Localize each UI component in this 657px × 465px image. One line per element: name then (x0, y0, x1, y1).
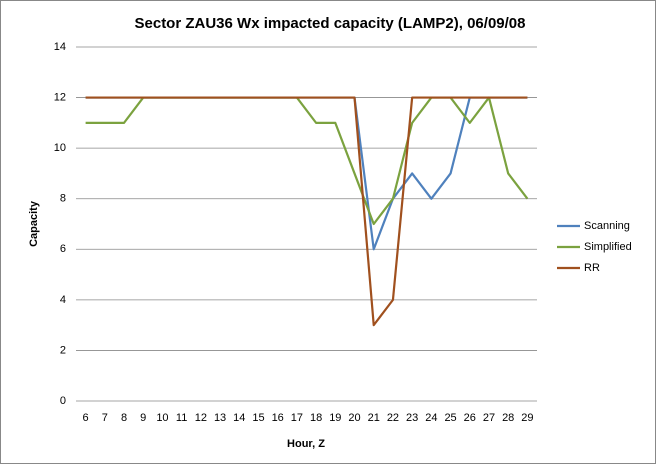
x-tick-label: 10 (156, 412, 168, 424)
x-tick-label: 23 (406, 412, 418, 424)
y-tick-label: 10 (54, 142, 66, 154)
chart-title: Sector ZAU36 Wx impacted capacity (LAMP2… (135, 15, 526, 32)
x-tick-label: 7 (102, 412, 108, 424)
x-tick-label: 17 (291, 412, 303, 424)
x-tick-label: 16 (272, 412, 284, 424)
legend-label: RR (584, 262, 600, 274)
x-tick-label: 11 (176, 412, 187, 424)
x-tick-label: 29 (521, 412, 533, 424)
x-tick-label: 25 (444, 412, 456, 424)
x-tick-label: 28 (502, 412, 514, 424)
x-tick-label: 22 (387, 412, 399, 424)
x-tick-label: 26 (464, 412, 476, 424)
x-tick-label: 19 (329, 412, 341, 424)
x-tick-label: 9 (140, 412, 146, 424)
series-line (85, 96, 528, 327)
y-tick-label: 12 (54, 91, 66, 103)
y-tick-label: 4 (60, 294, 66, 306)
legend-label: Scanning (584, 220, 630, 232)
x-tick-label: 21 (368, 412, 380, 424)
x-tick-label: 8 (121, 412, 127, 424)
x-tick-label: 13 (214, 412, 226, 424)
x-axis-title: Hour, Z (287, 438, 325, 450)
y-tick-label: 2 (60, 344, 66, 356)
y-axis-title: Capacity (28, 200, 40, 247)
y-tick-label: 6 (60, 243, 66, 255)
x-tick-label: 24 (425, 412, 437, 424)
x-tick-label: 12 (195, 412, 207, 424)
y-tick-label: 0 (60, 395, 66, 407)
legend-label: Simplified (584, 241, 632, 253)
y-tick-label: 8 (60, 193, 66, 205)
x-tick-label: 20 (348, 412, 360, 424)
x-tick-label: 15 (252, 412, 264, 424)
x-tick-label: 18 (310, 412, 322, 424)
x-tick-label: 27 (483, 412, 495, 424)
x-tick-label: 6 (83, 412, 89, 424)
x-tick-label: 14 (233, 412, 245, 424)
y-tick-label: 14 (54, 41, 66, 53)
